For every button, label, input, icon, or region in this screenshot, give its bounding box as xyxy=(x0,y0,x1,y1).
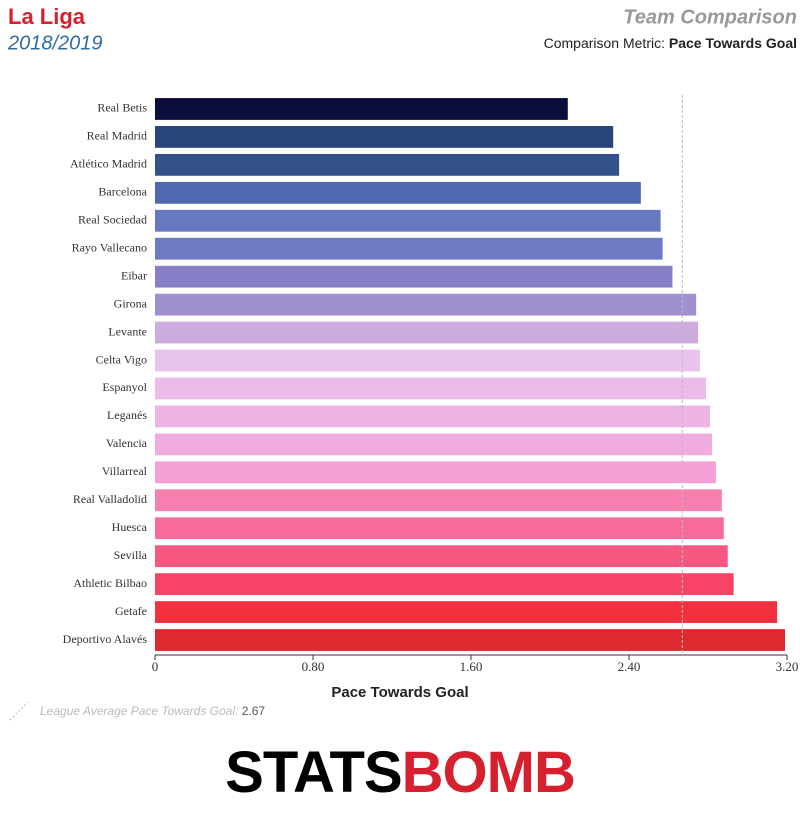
bar xyxy=(155,433,712,456)
legend-value: 2.67 xyxy=(242,704,266,718)
logo: STATSBOMB xyxy=(225,740,575,805)
bar xyxy=(155,293,697,316)
y-tick-label: Huesca xyxy=(112,520,148,534)
y-tick-label: Real Betis xyxy=(97,101,147,115)
y-tick-label: Villarreal xyxy=(102,464,148,478)
bar xyxy=(155,153,620,176)
metric-label: Comparison Metric: xyxy=(544,35,665,51)
legend-label: League Average Pace Towards Goal: xyxy=(40,704,238,718)
bar xyxy=(155,126,614,148)
x-axis-title: Pace Towards Goal xyxy=(331,684,468,701)
bar xyxy=(155,461,716,484)
bar xyxy=(155,349,701,372)
y-tick-label: Real Sociedad xyxy=(78,213,147,227)
y-tick-label: Eibar xyxy=(121,268,147,282)
logo-part: BOMB xyxy=(402,740,575,805)
logo-part: STATS xyxy=(225,740,402,805)
y-tick-label: Deportivo Alavés xyxy=(63,632,148,646)
y-tick-label: Atlético Madrid xyxy=(70,157,147,171)
bar xyxy=(155,545,728,568)
x-tick-label: 0.80 xyxy=(302,659,325,674)
bar xyxy=(155,377,707,400)
y-tick-label: Athletic Bilbao xyxy=(73,576,147,590)
legend-icon xyxy=(9,701,29,721)
y-tick-label: Rayo Vallecano xyxy=(72,240,147,254)
y-tick-label: Sevilla xyxy=(114,548,148,562)
x-tick-label: 2.40 xyxy=(618,659,641,674)
bar xyxy=(155,237,663,260)
y-tick-label: Celta Vigo xyxy=(96,352,147,366)
legend: League Average Pace Towards Goal: 2.67 xyxy=(40,704,265,718)
league-title: La Liga xyxy=(8,4,86,29)
y-tick-label: Valencia xyxy=(106,436,148,450)
y-tick-label: Getafe xyxy=(115,604,147,618)
x-tick-label: 3.20 xyxy=(776,659,799,674)
metric: Pace Towards Goal xyxy=(669,35,797,51)
y-tick-label: Levante xyxy=(108,324,147,338)
bar xyxy=(155,573,734,596)
y-tick-label: Barcelona xyxy=(98,185,147,199)
bar xyxy=(155,629,786,651)
y-tick-label: Espanyol xyxy=(102,380,147,394)
y-tick-label: Real Valladolid xyxy=(73,492,147,506)
y-tick-label: Leganés xyxy=(107,408,147,422)
bar xyxy=(155,405,710,428)
bar xyxy=(155,489,722,512)
x-tick-label: 1.60 xyxy=(460,659,483,674)
comparison-title: Team Comparison xyxy=(623,6,797,28)
y-tick-label: Real Madrid xyxy=(87,129,147,143)
bar xyxy=(155,321,699,344)
metric-line: Comparison Metric: Pace Towards Goal xyxy=(544,35,797,51)
x-tick-label: 0 xyxy=(152,659,159,674)
bar xyxy=(155,98,568,120)
bar xyxy=(155,601,778,623)
bar xyxy=(155,265,673,288)
y-tick-label: Girona xyxy=(114,296,148,310)
bar xyxy=(155,181,641,204)
bar xyxy=(155,209,661,232)
season: 2018/2019 xyxy=(7,32,103,54)
bar xyxy=(155,517,724,540)
